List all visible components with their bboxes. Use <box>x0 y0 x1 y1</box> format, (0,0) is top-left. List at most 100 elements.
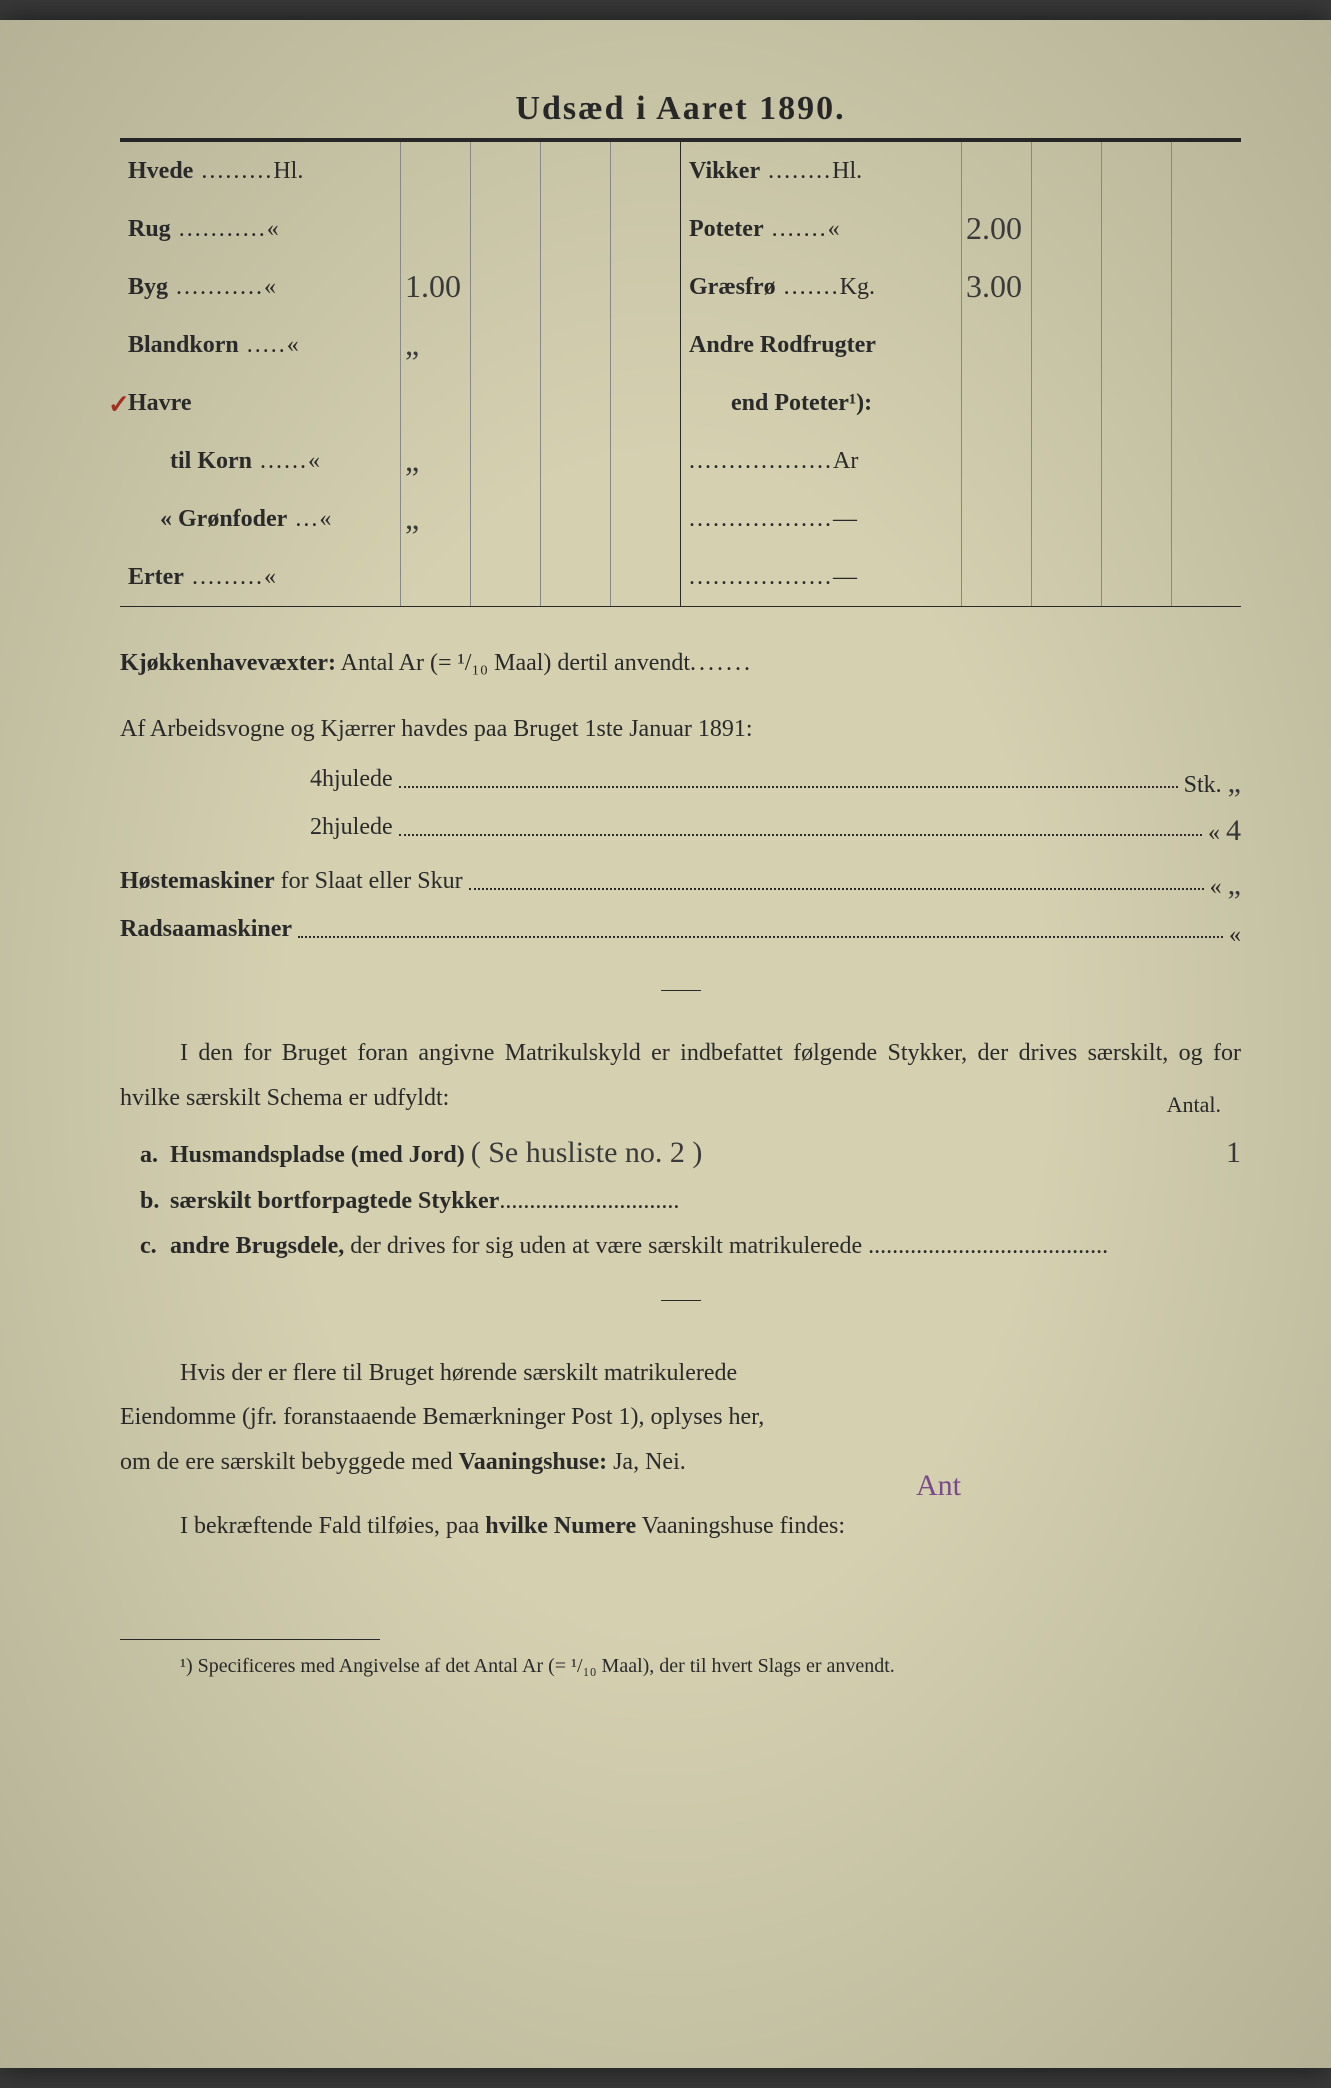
crop-cells: 1.00 <box>400 258 680 316</box>
crop-cells <box>961 142 1241 200</box>
crop-label: Hvede .........Hl. <box>120 158 400 185</box>
crop-cell <box>540 548 610 606</box>
list-text: særskilt bortforpagtede Stykker.........… <box>170 1188 1181 1215</box>
crop-cells <box>961 316 1241 374</box>
crop-cells <box>400 200 680 258</box>
crop-cells <box>400 374 680 432</box>
crop-cell <box>1031 316 1101 374</box>
list-item: b.særskilt bortforpagtede Stykker.......… <box>120 1188 1241 1215</box>
list-letter: c. <box>120 1233 170 1260</box>
crop-cells <box>400 142 680 200</box>
handwritten-value: 1.00 <box>405 268 461 305</box>
crop-cell <box>1171 490 1241 548</box>
crop-cell <box>400 200 470 258</box>
para2-line3: om de ere særskilt bebyggede med Vaaning… <box>120 1440 1241 1484</box>
crop-cell <box>1171 200 1241 258</box>
crop-label: Vikker ........Hl. <box>681 158 961 185</box>
crop-cell <box>540 432 610 490</box>
crop-cell <box>961 142 1031 200</box>
section-dash <box>661 990 701 991</box>
kitchen-bold: Kjøkkenhavevæxter: <box>120 650 336 676</box>
crop-cell <box>470 490 540 548</box>
crop-label: ..................— <box>681 564 961 591</box>
crop-label: ..................Ar <box>681 448 961 475</box>
document-page: Udsæd i Aaret 1890. Hvede .........Hl. Ru… <box>0 20 1331 2068</box>
crop-cell <box>1101 142 1171 200</box>
crop-cell <box>540 258 610 316</box>
kitchen-text: Antal Ar (= ¹/₁₀ Maal) dertil anvendt <box>336 650 690 676</box>
crop-row: Erter .........« <box>120 548 680 606</box>
machine-line: Radsaamaskiner « <box>120 916 1241 950</box>
crop-label: Rug ...........« <box>120 216 400 243</box>
crop-cells <box>961 374 1241 432</box>
crop-label: Erter .........« <box>120 564 400 591</box>
crop-cell <box>400 142 470 200</box>
crop-cell <box>1031 432 1101 490</box>
crop-cell <box>610 316 680 374</box>
page-title: Udsæd i Aaret 1890. <box>120 90 1241 128</box>
crop-cell <box>540 142 610 200</box>
crop-label: end Poteter¹): <box>681 390 961 417</box>
crop-cell <box>1171 258 1241 316</box>
crop-cell <box>1101 374 1171 432</box>
kitchen-dots: ....... <box>690 650 753 676</box>
crop-cell <box>1101 432 1171 490</box>
list-count: 1 <box>1181 1136 1241 1170</box>
crop-cell <box>400 548 470 606</box>
wagon-label: 4hjulede <box>310 766 393 800</box>
crop-cell <box>470 432 540 490</box>
crop-cell <box>610 432 680 490</box>
machine-bold: Radsaamaskiner <box>120 916 292 942</box>
wagon-label: 2hjulede <box>310 814 393 848</box>
machine-unit: « <box>1229 916 1241 950</box>
list-letter: a. <box>120 1142 170 1169</box>
crop-cell <box>540 374 610 432</box>
handwritten-value: 3.00 <box>966 268 1022 305</box>
para2-line2: Eiendomme (jfr. foranstaaende Bemærkning… <box>120 1395 1241 1439</box>
crop-cell <box>1101 258 1171 316</box>
crops-col-left: Hvede .........Hl. Rug ...........« Byg ..… <box>120 142 681 606</box>
crop-cell <box>961 432 1031 490</box>
crop-cell <box>610 200 680 258</box>
crop-row: ..................— <box>681 548 1241 606</box>
crop-cell <box>1101 200 1171 258</box>
crop-row: Vikker ........Hl. <box>681 142 1241 200</box>
para-vaaningshuse: Hvis der er flere til Bruget hørende sær… <box>120 1351 1241 1484</box>
crops-col-right: Vikker ........Hl. Poteter .......«2.00Gr… <box>681 142 1241 606</box>
crop-cell: „ <box>400 432 470 490</box>
crop-cell <box>470 548 540 606</box>
havre-red-mark: ✓ <box>108 390 130 420</box>
crop-cells <box>400 548 680 606</box>
crop-cell <box>1101 548 1171 606</box>
wagon-line: 4hjuledeStk. „ <box>120 766 1241 800</box>
crop-cells <box>961 432 1241 490</box>
handwritten-value: 2.00 <box>966 210 1022 247</box>
crop-cell <box>1031 200 1101 258</box>
crop-row: Poteter .......«2.00 <box>681 200 1241 258</box>
crop-cell <box>610 142 680 200</box>
crop-row: til Korn ......«„ <box>120 432 680 490</box>
crop-row: Byg ...........«1.00 <box>120 258 680 316</box>
list-handwriting: ( Se husliste no. 2 ) <box>471 1136 703 1169</box>
crop-cell <box>961 316 1031 374</box>
footnote-rule <box>120 1639 380 1640</box>
crop-cell: „ <box>400 490 470 548</box>
section-dash-2 <box>661 1300 701 1301</box>
list-item: c.andre Brugsdele, der drives for sig ud… <box>120 1233 1241 1260</box>
crop-cells: 3.00 <box>961 258 1241 316</box>
crop-cell <box>540 200 610 258</box>
crop-row: ..................— <box>681 490 1241 548</box>
crop-label: Andre Rodfrugter <box>681 332 961 359</box>
wagons-intro: Af Arbeidsvogne og Kjærrer havdes paa Br… <box>120 707 1241 753</box>
crop-cell: 3.00 <box>961 258 1031 316</box>
list-text: Husmandspladse (med Jord) ( Se husliste … <box>170 1136 1181 1170</box>
crop-cell <box>470 316 540 374</box>
crop-cell <box>540 316 610 374</box>
crop-row: Hvede .........Hl. <box>120 142 680 200</box>
para-confirm: I bekræftende Fald tilføies, paa hvilke … <box>120 1504 1241 1548</box>
crops-table: Hvede .........Hl. Rug ...........« Byg ..… <box>120 142 1241 607</box>
crop-row: Græsfrø .......Kg.3.00 <box>681 258 1241 316</box>
crop-label: Blandkorn .....« <box>120 332 400 359</box>
crop-cell <box>1031 548 1101 606</box>
crop-cell <box>1171 316 1241 374</box>
